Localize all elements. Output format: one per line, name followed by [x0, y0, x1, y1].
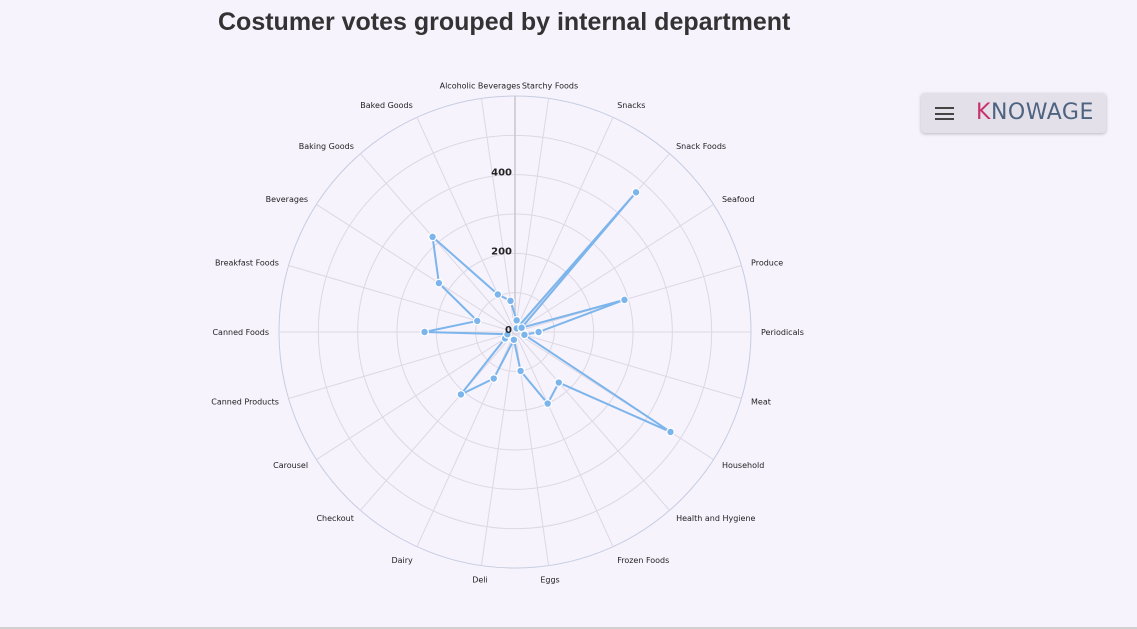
category-label: Seafood [722, 195, 755, 204]
category-label: Baked Goods [360, 101, 413, 110]
data-point[interactable] [520, 330, 529, 340]
chart-title: Costumer votes grouped by internal depar… [218, 8, 791, 36]
data-point[interactable] [493, 290, 503, 299]
category-label: Carousel [273, 461, 308, 470]
category-label: Deli [472, 575, 488, 584]
grid-spoke [514, 203, 714, 333]
data-point[interactable] [534, 327, 543, 337]
category-label: Periodicals [761, 328, 804, 337]
data-point[interactable] [512, 315, 522, 325]
category-label: Canned Foods [212, 328, 269, 337]
data-point[interactable] [631, 187, 641, 197]
data-point[interactable] [543, 399, 553, 408]
category-label: Beverages [266, 195, 308, 204]
grid-spoke [480, 331, 516, 566]
grid-spoke [316, 331, 516, 461]
category-label: Frozen Foods [617, 556, 669, 565]
radar-series [420, 187, 675, 437]
data-point[interactable] [509, 335, 519, 345]
grid-spoke [514, 331, 670, 511]
grid-spoke [316, 203, 516, 333]
grid-spoke [514, 117, 614, 333]
category-label: Produce [751, 259, 783, 268]
data-point[interactable] [434, 278, 444, 288]
knowage-menu-button[interactable]: KNOWAGE [921, 93, 1106, 133]
data-point[interactable] [503, 329, 512, 339]
grid-spoke [360, 153, 516, 333]
data-point[interactable] [620, 295, 629, 305]
bottom-divider [0, 627, 1137, 629]
category-label: Household [722, 461, 764, 470]
y-tick-label: 200 [491, 246, 512, 257]
category-label: Canned Products [211, 397, 279, 406]
grid-spoke [514, 331, 742, 399]
grid-spoke [514, 331, 714, 461]
data-point[interactable] [489, 374, 499, 383]
category-label: Meat [751, 397, 771, 406]
y-tick-label: 0 [505, 325, 512, 336]
category-label: Eggs [540, 575, 559, 584]
category-label: Snack Foods [676, 142, 726, 151]
grid-spoke [514, 331, 614, 547]
y-tick-label: 400 [491, 168, 512, 179]
grid-spoke [514, 98, 550, 333]
category-label: Alcoholic Beverages [440, 82, 521, 91]
data-point[interactable] [666, 427, 675, 437]
data-point[interactable] [472, 316, 482, 326]
data-point[interactable] [516, 366, 525, 376]
grid-spoke [360, 331, 516, 511]
category-label: Snacks [617, 101, 645, 110]
category-label: Checkout [316, 514, 353, 523]
data-point[interactable] [456, 390, 466, 399]
category-label: Starchy Foods [522, 82, 578, 91]
grid-spoke [416, 117, 516, 333]
data-point[interactable] [506, 296, 515, 306]
data-point[interactable] [420, 327, 429, 337]
radar-labels: 0 200 400 Starchy Foods Snacks Snack Foods Sea… [211, 82, 804, 585]
grid-spoke [288, 331, 516, 399]
hamburger-menu-icon[interactable] [935, 107, 954, 120]
category-label: Dairy [391, 556, 413, 565]
category-label: Breakfast Foods [215, 259, 279, 268]
knowage-logo: KNOWAGE [976, 100, 1094, 125]
category-label: Baking Goods [299, 142, 354, 151]
grid-spoke [480, 98, 516, 333]
category-label: Health and Hygiene [676, 514, 755, 523]
data-point[interactable] [554, 378, 564, 387]
data-point[interactable] [428, 232, 437, 242]
